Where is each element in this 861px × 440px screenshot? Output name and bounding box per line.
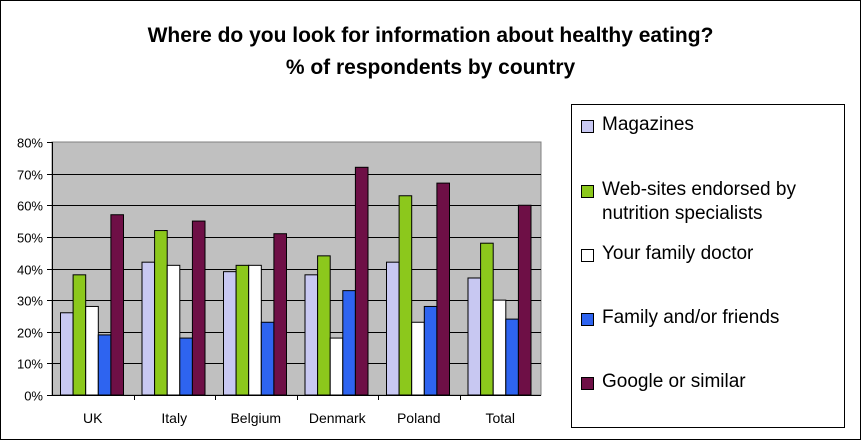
- bar-denmark-2: [317, 255, 331, 396]
- bar-belgium-1: [223, 271, 237, 396]
- legend-item: Your family doctor: [581, 242, 842, 266]
- bar-uk-1: [60, 312, 74, 396]
- plot-area: [51, 141, 542, 396]
- legend-swatch: [581, 377, 594, 390]
- bar-belgium-3: [248, 264, 262, 396]
- legend-label: Magazines: [602, 114, 694, 135]
- bar-italy-4: [179, 337, 193, 396]
- legend-item: Magazines: [581, 113, 842, 137]
- legend-label: Your family doctor: [602, 243, 754, 264]
- bar-total-4: [505, 318, 519, 396]
- bar-italy-1: [141, 261, 156, 396]
- legend-item: Google or similar: [581, 370, 842, 394]
- legend-swatch: [581, 120, 594, 133]
- chart-title-line-2: % of respondents by country: [285, 56, 576, 79]
- y-tick-label: 30%: [17, 294, 43, 309]
- x-tick-label: Denmark: [309, 410, 367, 426]
- bar-denmark-4: [342, 290, 356, 396]
- bar-belgium-2: [235, 264, 250, 396]
- y-tick-label: 60%: [17, 199, 43, 214]
- y-tick-label: 20%: [17, 326, 43, 341]
- bar-belgium-4: [260, 321, 275, 396]
- y-tick-label: 10%: [17, 357, 43, 372]
- bar-poland-5: [436, 182, 450, 396]
- bar-denmark-3: [329, 337, 344, 396]
- bar-total-2: [480, 242, 494, 396]
- bar-poland-4: [423, 305, 438, 396]
- y-tick-label: 40%: [17, 263, 43, 278]
- bar-poland-1: [386, 261, 400, 396]
- bar-poland-3: [411, 321, 425, 396]
- bar-poland-2: [398, 195, 413, 396]
- y-tick-label: 0%: [24, 389, 43, 404]
- bar-uk-4: [97, 334, 112, 396]
- x-tick-label: UK: [83, 410, 103, 426]
- bar-italy-3: [166, 264, 181, 396]
- bar-total-1: [467, 277, 482, 396]
- x-tick-label: Belgium: [230, 410, 281, 426]
- bar-italy-2: [154, 230, 168, 396]
- bar-total-3: [492, 299, 507, 396]
- chart-title-line-1: Where do you look for information about …: [147, 24, 714, 47]
- legend-label: Web-sites endorsed by nutrition speciali…: [602, 179, 796, 224]
- bar-uk-5: [110, 214, 125, 396]
- bar-total-5: [517, 204, 532, 396]
- y-tick-label: 50%: [17, 231, 43, 246]
- bar-italy-5: [191, 220, 206, 396]
- x-tick-label: Italy: [161, 410, 187, 426]
- legend-swatch: [581, 313, 594, 326]
- legend-item: Web-sites endorsed by nutrition speciali…: [581, 178, 842, 226]
- bar-belgium-5: [273, 233, 287, 396]
- x-tick-label: Poland: [397, 410, 441, 426]
- legend: Magazines Web-sites endorsed by nutrition…: [571, 104, 845, 428]
- bar-uk-2: [72, 274, 87, 396]
- x-tick-label: Total: [485, 410, 515, 426]
- bar-denmark-5: [354, 166, 369, 396]
- bar-denmark-1: [304, 274, 319, 396]
- legend-swatch: [581, 185, 594, 198]
- y-tick-label: 70%: [17, 168, 43, 183]
- legend-swatch: [581, 249, 594, 262]
- legend-item: Family and/or friends: [581, 306, 842, 330]
- legend-label: Family and/or friends: [602, 307, 780, 328]
- bar-uk-3: [85, 305, 99, 396]
- legend-label: Google or similar: [602, 371, 746, 392]
- y-tick-label: 80%: [17, 136, 43, 151]
